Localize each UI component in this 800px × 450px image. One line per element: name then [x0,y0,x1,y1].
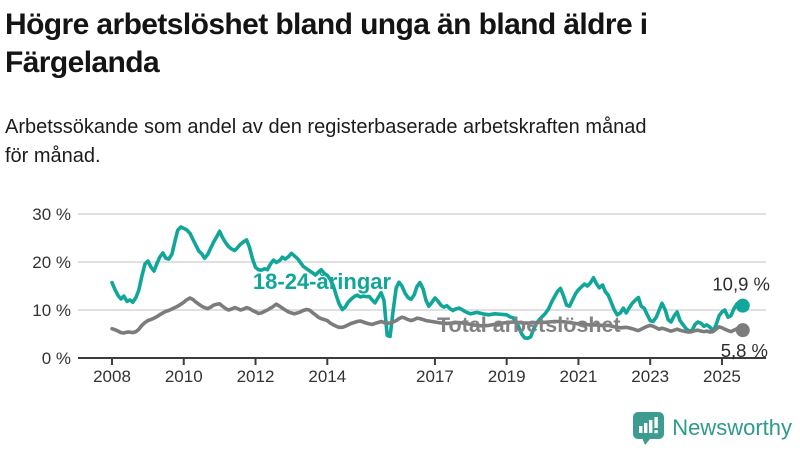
title-line-2: Färgelanda [5,46,160,79]
x-tick-label-2012: 2012 [237,367,275,386]
series-label-total: Total arbetslöshet [437,313,621,337]
x-tick-label-2010: 2010 [165,367,203,386]
series-label-youth: 18-24-åringar [253,269,392,294]
y-tick-label-20: 20 % [32,253,71,272]
x-tick-label-2025: 2025 [703,367,741,386]
y-tick-label-0: 0 % [42,349,71,368]
title-line-1: Högre arbetslöshet bland unga än bland ä… [5,8,648,41]
series-line-total [110,296,745,335]
subtitle-line-1: Arbetssökande som andel av den registerb… [5,116,647,138]
subtitle-line-2: för månad. [5,145,101,167]
newsworthy-logo-icon [633,412,665,445]
series-line-youth [110,225,745,341]
logo-exclamation-dot [654,430,658,434]
x-tick-label-2008: 2008 [93,367,131,386]
y-tick-label-10: 10 % [32,301,71,320]
logo-exclamation-stem [654,417,658,428]
newsworthy-wordmark: Newsworthy [672,415,792,440]
logo-bar-2 [644,423,648,433]
logo-bar-3 [649,420,653,433]
newsworthy-branding: Newsworthy [632,411,792,445]
x-tick-label-2014: 2014 [308,367,346,386]
x-tick-label-2023: 2023 [631,367,669,386]
series-end-dot-youth [735,298,750,313]
logo-bubble-shape [633,412,665,445]
chart-subtitle: Arbetssökande som andel av den registerb… [5,113,797,171]
x-tick-label-2017: 2017 [416,367,454,386]
end-value-label-total: 5,8 % [721,340,768,361]
x-tick-label-2019: 2019 [488,367,526,386]
x-tick-label-2021: 2021 [560,367,598,386]
page-title: Högre arbetslöshet bland unga än bland ä… [5,6,797,82]
y-tick-label-30: 30 % [32,205,71,224]
series-end-dot-total [735,323,750,338]
end-value-label-youth: 10,9 % [712,274,770,295]
logo-bar-1 [639,426,643,433]
unemployment-line-chart: 0 % 10 % 20 % 30 % 2008 2010 2012 2014 2017 2019 2… [32,205,770,386]
